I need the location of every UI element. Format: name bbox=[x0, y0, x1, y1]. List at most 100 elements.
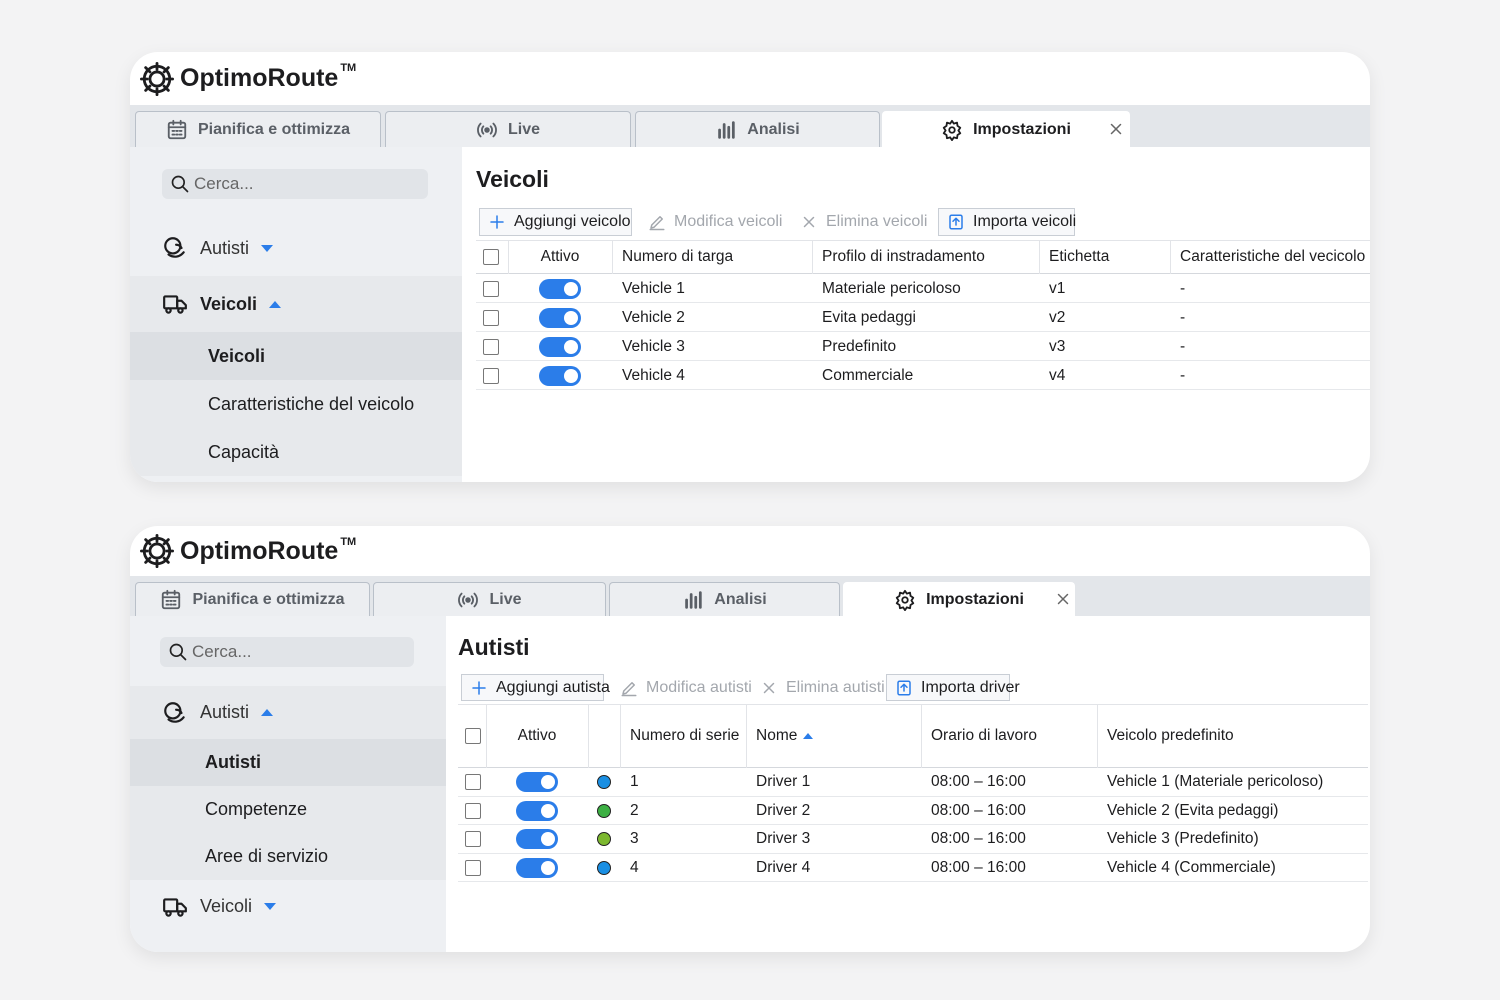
toggle[interactable] bbox=[516, 772, 558, 793]
close-button[interactable] bbox=[1054, 590, 1072, 608]
table-cell: Driver 4 bbox=[756, 858, 811, 876]
table-cell: 3 bbox=[630, 830, 639, 848]
checkbox[interactable] bbox=[483, 249, 499, 265]
column-divider bbox=[588, 704, 589, 768]
tab[interactable]: Impostazioni bbox=[882, 111, 1130, 147]
column-header[interactable]: Numero di targa bbox=[612, 240, 812, 274]
column-header[interactable]: Nome bbox=[746, 704, 921, 768]
checkbox[interactable] bbox=[465, 728, 481, 744]
tab[interactable]: Live bbox=[373, 582, 606, 616]
sidebar-label: Autisti bbox=[200, 702, 250, 722]
checkbox[interactable] bbox=[483, 338, 499, 355]
sidebar-subitem[interactable]: Veicoli bbox=[130, 332, 462, 380]
tab[interactable]: Pianifica e ottimizza bbox=[135, 111, 381, 147]
column-divider bbox=[1039, 240, 1040, 274]
column-header[interactable]: Etichetta bbox=[1039, 240, 1170, 274]
table-cell: Vehicle 2 bbox=[622, 308, 685, 326]
toolbar-button: Elimina autisti bbox=[752, 674, 885, 701]
table-cell: v4 bbox=[1049, 366, 1066, 384]
tab[interactable]: Impostazioni bbox=[843, 582, 1075, 616]
sidebar-item[interactable]: Veicoli bbox=[130, 276, 462, 332]
sort-arrow bbox=[803, 733, 814, 739]
tab-icon bbox=[458, 592, 479, 607]
checkbox[interactable] bbox=[483, 280, 499, 297]
toggle[interactable] bbox=[539, 278, 581, 299]
column-header[interactable]: Veicolo predefinito bbox=[1097, 704, 1368, 768]
sidebar-icon bbox=[164, 237, 185, 258]
toggle[interactable] bbox=[516, 857, 558, 878]
toolbar-label: Elimina autisti bbox=[786, 678, 885, 696]
table-row bbox=[476, 361, 1370, 390]
sidebar-label: Veicoli bbox=[200, 293, 258, 314]
checkbox[interactable] bbox=[483, 309, 499, 326]
tab-label: Live bbox=[507, 120, 540, 138]
expand-arrow bbox=[264, 903, 277, 910]
column-header[interactable]: Numero di serie bbox=[620, 704, 746, 768]
tab[interactable]: Analisi bbox=[635, 111, 880, 147]
table-cell: Vehicle 1 (Materiale pericoloso) bbox=[1107, 773, 1324, 791]
toggle[interactable] bbox=[539, 365, 581, 386]
column-header-label: Nome bbox=[756, 727, 798, 744]
column-header-label: Veicolo predefinito bbox=[1107, 727, 1234, 744]
sidebar-item[interactable]: Autisti bbox=[130, 220, 462, 276]
table-cell: - bbox=[1180, 308, 1186, 326]
sidebar-subitem[interactable]: Caratteristiche del veicolo bbox=[130, 380, 462, 428]
toolbar-button[interactable]: Aggiungi autista bbox=[461, 674, 610, 701]
toolbar-button[interactable]: Aggiungi veicolo bbox=[479, 208, 632, 236]
sidebar-item[interactable]: Veicoli bbox=[130, 880, 446, 933]
toggle[interactable] bbox=[516, 829, 558, 850]
tab-icon bbox=[477, 122, 497, 137]
table-cell: Vehicle 2 (Evita pedaggi) bbox=[1107, 801, 1279, 819]
sidebar-label: Autisti bbox=[200, 237, 250, 258]
table-cell: Commerciale bbox=[822, 366, 914, 384]
toolbar-button[interactable]: Importa veicoli bbox=[938, 208, 1077, 236]
table-cell: Driver 3 bbox=[756, 830, 811, 848]
close-button[interactable] bbox=[1107, 120, 1125, 138]
tab[interactable]: Live bbox=[385, 111, 631, 147]
sidebar-subitem[interactable]: Capacità bbox=[130, 428, 462, 476]
sidebar-subitem[interactable]: Aree di servizio bbox=[130, 833, 446, 880]
toolbar-button[interactable]: Importa driver bbox=[886, 674, 1020, 701]
table-row bbox=[476, 303, 1370, 332]
checkbox[interactable] bbox=[483, 367, 499, 384]
sidebar-subitem[interactable]: Competenze bbox=[130, 786, 446, 833]
sidebar-icon bbox=[164, 701, 185, 723]
checkbox[interactable] bbox=[465, 831, 481, 848]
sidebar-icon bbox=[163, 897, 187, 917]
column-header-label: Caratteristiche del vecicolo bbox=[1180, 248, 1366, 265]
table-cell: 2 bbox=[630, 801, 639, 819]
table-row bbox=[458, 854, 1368, 882]
tab[interactable]: Analisi bbox=[609, 582, 840, 616]
toggle[interactable] bbox=[516, 800, 558, 821]
toolbar-icon bbox=[649, 216, 665, 231]
search-box[interactable]: Cerca... bbox=[160, 637, 414, 667]
toolbar-button: Elimina veicoli bbox=[792, 208, 927, 236]
sidebar-item[interactable]: Autisti bbox=[130, 686, 446, 739]
checkbox[interactable] bbox=[465, 774, 481, 791]
column-header-label: Orario di lavoro bbox=[931, 727, 1037, 744]
toolbar-label: Importa veicoli bbox=[973, 213, 1077, 230]
tab[interactable]: Pianifica e ottimizza bbox=[135, 582, 370, 616]
toggle[interactable] bbox=[539, 307, 581, 328]
column-header[interactable]: Profilo di instradamento bbox=[812, 240, 1039, 274]
sidebar-label: Veicoli bbox=[200, 896, 253, 916]
column-header[interactable]: Attivo bbox=[508, 240, 612, 274]
table-header bbox=[458, 704, 1368, 768]
column-divider bbox=[486, 704, 487, 768]
column-header[interactable]: Caratteristiche del vecicolo bbox=[1170, 240, 1370, 274]
sidebar-subitem[interactable]: Autisti bbox=[130, 739, 446, 786]
column-header-label: Numero di targa bbox=[622, 248, 734, 265]
table-cell: v1 bbox=[1049, 279, 1066, 297]
column-divider bbox=[620, 704, 621, 768]
tab-icon bbox=[167, 119, 187, 139]
checkbox[interactable] bbox=[465, 859, 481, 876]
table-header bbox=[476, 240, 1370, 274]
checkbox[interactable] bbox=[465, 802, 481, 819]
toggle[interactable] bbox=[539, 336, 581, 357]
column-header[interactable]: Orario di lavoro bbox=[921, 704, 1097, 768]
column-header-label: Attivo bbox=[517, 727, 557, 744]
search-icon bbox=[169, 643, 187, 661]
table-row bbox=[476, 274, 1370, 303]
column-header[interactable]: Attivo bbox=[486, 704, 588, 768]
search-box[interactable]: Cerca... bbox=[162, 169, 428, 199]
